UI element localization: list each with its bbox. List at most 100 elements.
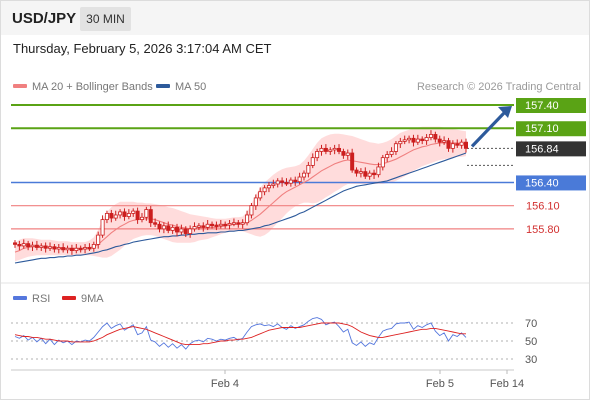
- candle-body: [214, 224, 219, 227]
- legend-swatch-ma20: [13, 84, 27, 88]
- candle-body: [240, 222, 245, 225]
- candle-body: [363, 171, 368, 177]
- candle-body: [385, 154, 390, 159]
- legend-ma50: MA 50: [175, 81, 206, 93]
- candle-body: [126, 213, 131, 217]
- candle-body: [280, 180, 285, 183]
- bollinger-band: [15, 126, 466, 262]
- candle-body: [315, 151, 320, 159]
- candle-body: [402, 139, 407, 142]
- timestamp: Thursday, February 5, 2026 3:17:04 AM CE…: [13, 41, 272, 56]
- level-label-156-40: 156.40: [525, 177, 559, 189]
- rsi-line: [14, 317, 467, 350]
- candle-body: [258, 191, 263, 199]
- candle-body: [245, 214, 250, 224]
- candle-body: [104, 213, 109, 221]
- candle-body: [170, 226, 175, 231]
- level-label-156-84: 156.84: [525, 143, 559, 155]
- candle-body: [83, 247, 88, 250]
- candle-body: [328, 149, 333, 152]
- candle-body: [358, 171, 363, 174]
- candle-body: [301, 172, 306, 178]
- candle-body: [271, 183, 276, 186]
- candle-body: [446, 140, 451, 149]
- candle-body: [43, 245, 48, 249]
- level-badge-156-40: [516, 175, 586, 191]
- symbol-label: USD/JPY: [12, 10, 77, 27]
- candle-body: [118, 211, 123, 216]
- candle-body: [223, 223, 228, 227]
- rsi-tick-label: 70: [525, 318, 537, 330]
- candle-body: [323, 147, 328, 152]
- candle-body: [205, 223, 210, 228]
- candle-body: [376, 166, 381, 176]
- candle-body: [306, 165, 311, 174]
- timeframe-button[interactable]: 30 MIN: [80, 7, 131, 31]
- candle-body: [30, 244, 35, 248]
- legend-9ma: 9MA: [81, 293, 104, 305]
- candle-body: [21, 243, 26, 247]
- candle-body: [345, 152, 350, 156]
- candle-body: [144, 209, 149, 218]
- forecast-arrow-head: [498, 106, 512, 118]
- candle-body: [39, 245, 44, 248]
- candle-body: [433, 134, 438, 140]
- candle-body: [407, 137, 412, 141]
- candle-body: [52, 246, 57, 250]
- candle-body: [266, 185, 271, 189]
- candle-body: [196, 225, 201, 228]
- candle-body: [91, 243, 96, 249]
- legend-swatch-9ma: [62, 296, 76, 300]
- candle-body: [332, 147, 337, 151]
- level-badge-156-84: [516, 141, 586, 157]
- candle-body: [74, 247, 79, 251]
- candle-body: [48, 246, 53, 249]
- ma50-line: [14, 152, 467, 264]
- level-label-157-10: 157.10: [525, 123, 559, 135]
- credit-text: Research © 2026 Trading Central: [417, 81, 581, 93]
- candle-body: [319, 147, 324, 152]
- candle-body: [262, 187, 267, 193]
- candle-body: [450, 143, 455, 149]
- candle-body: [65, 247, 70, 251]
- candle-body: [253, 197, 258, 207]
- level-badge-157-10: [516, 121, 586, 137]
- candle-body: [455, 143, 460, 146]
- candle-body: [161, 225, 166, 230]
- candle-body: [310, 157, 315, 166]
- candle-body: [288, 179, 293, 184]
- candle-body: [459, 141, 464, 146]
- candle-body: [218, 223, 223, 227]
- candle-body: [183, 228, 188, 234]
- level-label-156-10: 156.10: [526, 201, 560, 213]
- candle-body: [236, 222, 241, 225]
- rsi-tick-label: 50: [525, 336, 537, 348]
- candle-body: [284, 182, 289, 185]
- candle-body: [249, 205, 254, 216]
- candle-body: [420, 138, 425, 142]
- candle-body: [398, 140, 403, 145]
- candle-body: [428, 134, 433, 138]
- candle-body: [166, 225, 171, 231]
- candle-body: [411, 137, 416, 143]
- candle-body: [131, 210, 136, 214]
- candle-body: [148, 209, 153, 224]
- forecast-arrow-shaft: [470, 110, 507, 148]
- level-label-155-80: 155.80: [526, 224, 560, 236]
- x-tick-label: Feb 5: [426, 378, 454, 390]
- candle-body: [350, 152, 355, 171]
- legend-swatch-rsi: [13, 296, 27, 300]
- candle-body: [437, 138, 442, 143]
- candle-body: [153, 222, 158, 225]
- candle-body: [139, 216, 144, 221]
- candle-body: [87, 247, 92, 250]
- candle-body: [442, 140, 447, 143]
- candle-body: [78, 247, 83, 251]
- legend-rsi: RSI: [32, 293, 50, 305]
- candle-body: [96, 234, 101, 245]
- candle-body: [275, 180, 280, 185]
- candle-body: [113, 214, 118, 219]
- candle-body: [389, 151, 394, 155]
- candle-body: [424, 137, 429, 142]
- candle-body: [26, 243, 31, 248]
